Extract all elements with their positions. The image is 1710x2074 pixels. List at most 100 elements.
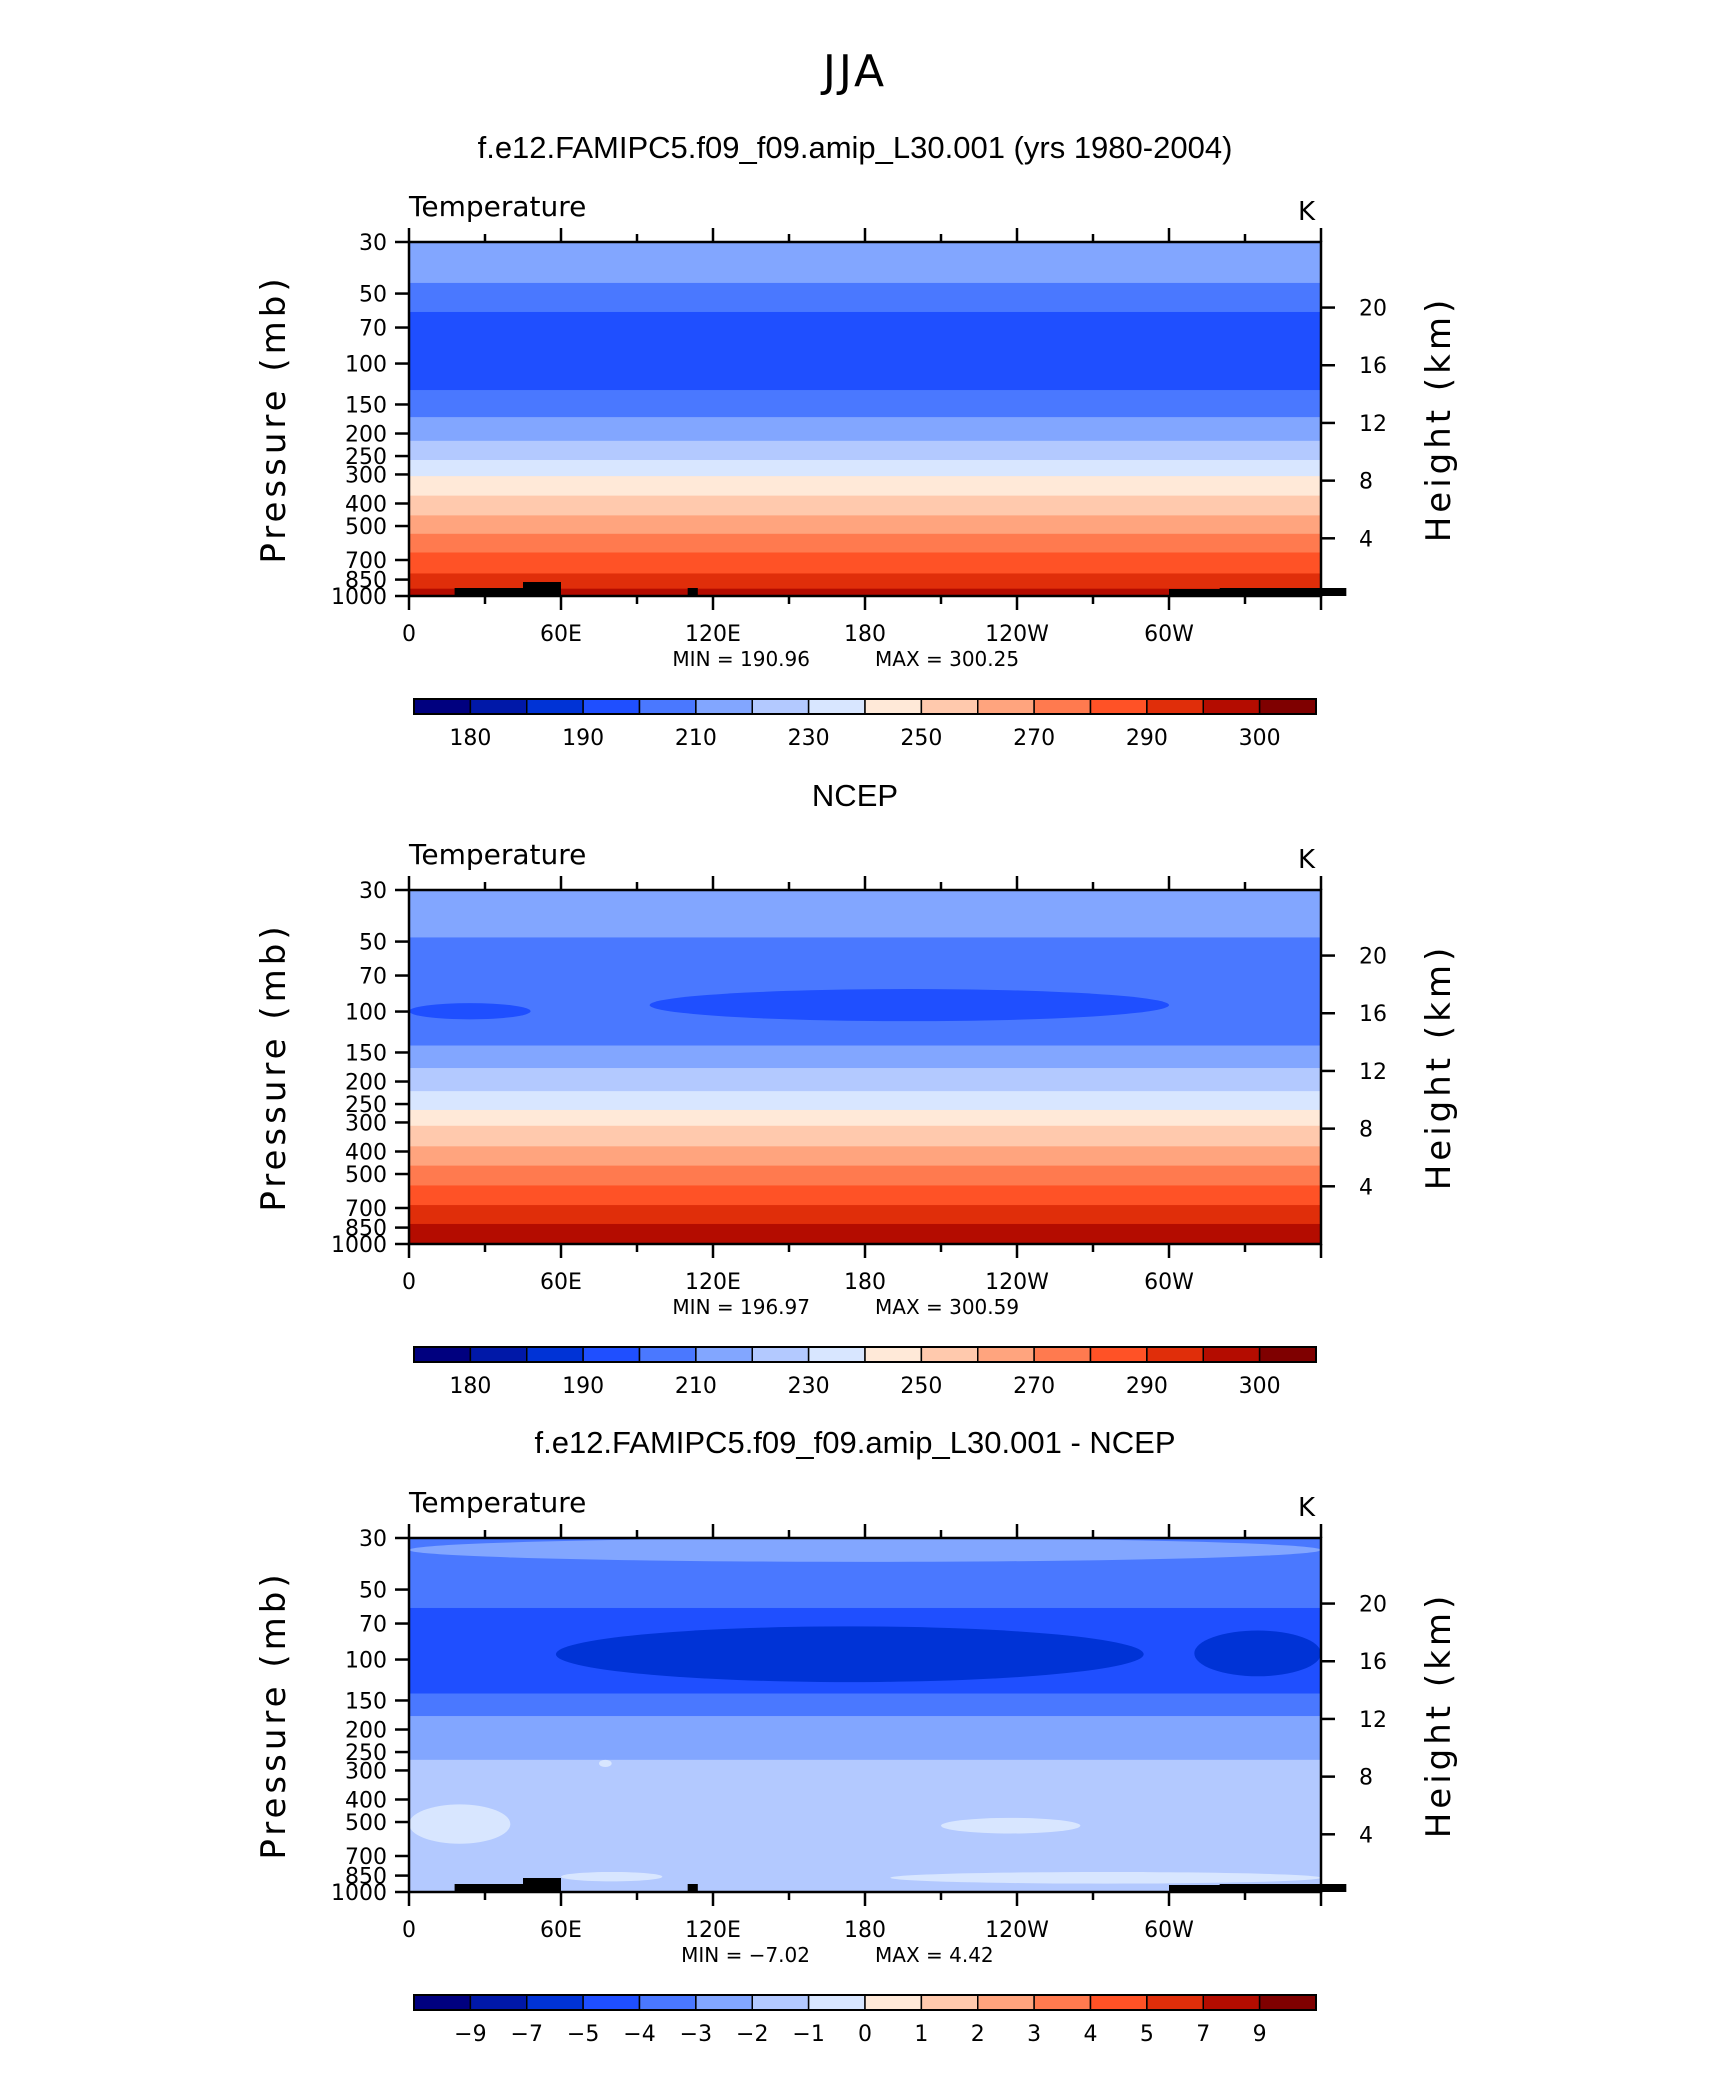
x-tick-label: 60E (540, 622, 582, 647)
colorbar-label: 300 (1239, 1374, 1281, 1399)
colorbar-frame (413, 1346, 1317, 1363)
y-right-tick-label: 8 (1359, 1118, 1373, 1143)
colorbar-box (695, 1994, 753, 2011)
colorbar-box (920, 698, 979, 715)
y-tick-label: 150 (345, 1689, 387, 1714)
colorbar-box (526, 1346, 584, 1363)
colorbar-box (469, 1346, 528, 1363)
contour-band (409, 390, 1321, 418)
y-right-tick-label: 4 (1359, 527, 1373, 552)
x-tick-label: 0 (402, 622, 416, 647)
colorbar-box (807, 1994, 866, 2011)
contour-band (409, 1693, 1321, 1717)
colorbar-label: 230 (788, 726, 830, 751)
contour-band (409, 1045, 1321, 1069)
colorbar-label: 210 (675, 1374, 717, 1399)
colorbar-label: −1 (792, 2022, 824, 2047)
x-tick-label: 120W (985, 622, 1049, 647)
x-tick-label: 120W (985, 1270, 1049, 1295)
y-tick-label: 250 (345, 1741, 387, 1766)
contour-band (409, 1716, 1321, 1761)
contour-band (409, 242, 1321, 284)
y-tick-label: 850 (345, 1217, 387, 1242)
contour-band (409, 1125, 1321, 1147)
colorbar-label: −7 (511, 2022, 543, 2047)
terrain-mask (1169, 589, 1271, 596)
y-tick-label: 500 (345, 515, 387, 540)
contour-blob (555, 1626, 1144, 1683)
y-tick-label: 200 (345, 423, 387, 448)
colorbar-box (582, 1994, 641, 2011)
colorbar-box (695, 698, 753, 715)
terrain-mask (1169, 1885, 1271, 1892)
y-right-tick-label: 12 (1359, 412, 1387, 437)
contour-band (409, 440, 1321, 461)
colorbar-box (1202, 698, 1261, 715)
colorbar-box (977, 698, 1035, 715)
panel-1 (395, 228, 1347, 715)
contour-band (409, 588, 1321, 597)
y-tick-label: 70 (359, 965, 387, 990)
terrain-mask (479, 1884, 556, 1892)
x-tick-label: 120E (685, 1918, 741, 1943)
y-tick-label: 1000 (331, 1881, 387, 1906)
x-tick-label: 0 (402, 1918, 416, 1943)
y-tick-label: 850 (345, 569, 387, 594)
y-tick-label: 30 (359, 879, 387, 904)
y-tick-label: 1000 (331, 1233, 387, 1258)
colorbar-frame (413, 1994, 1317, 2011)
colorbar-box (864, 1994, 923, 2011)
contour-band (409, 533, 1321, 554)
contour-blob (409, 1804, 511, 1844)
y-tick-label: 50 (359, 931, 387, 956)
colorbar-box (526, 698, 584, 715)
max-value-label: MAX = 300.25 (875, 647, 1019, 671)
y-right-axis-label: Height (km) (1419, 296, 1459, 543)
contour-band (409, 1185, 1321, 1206)
y-right-tick-label: 8 (1359, 470, 1373, 495)
colorbar-label: 7 (1196, 2022, 1210, 2047)
colorbar-label: −2 (736, 2022, 768, 2047)
colorbar-box (751, 1994, 810, 2011)
y-tick-label: 30 (359, 1527, 387, 1552)
y-tick-label: 400 (345, 1788, 387, 1813)
colorbar-label: −4 (623, 2022, 655, 2047)
y-tick-label: 70 (359, 1613, 387, 1638)
colorbar-box (1258, 698, 1317, 715)
y-tick-label: 200 (345, 1071, 387, 1096)
terrain-mask (687, 1884, 698, 1892)
y-right-tick-label: 8 (1359, 1766, 1373, 1791)
colorbar-label: −5 (567, 2022, 599, 2047)
colorbar-box (1089, 698, 1148, 715)
colorbar-box (1202, 1994, 1261, 2011)
y-tick-label: 400 (345, 1140, 387, 1165)
x-tick-label: 120W (985, 1918, 1049, 1943)
colorbar-box (1033, 698, 1092, 715)
contour-band (409, 552, 1321, 575)
colorbar-box (638, 1994, 697, 2011)
contour-band (409, 1109, 1321, 1127)
y-tick-label: 100 (345, 1649, 387, 1674)
x-tick-label: 120E (685, 1270, 741, 1295)
colorbar-box (920, 1994, 979, 2011)
colorbar-box (638, 698, 697, 715)
colorbar-label: 230 (788, 1374, 830, 1399)
y-tick-label: 700 (345, 1845, 387, 1870)
colorbar-label: 300 (1239, 726, 1281, 751)
colorbar-label: 2 (971, 2022, 985, 2047)
panel-2 (395, 876, 1335, 1363)
colorbar-box (413, 1346, 472, 1363)
x-tick-label: 120E (685, 622, 741, 647)
colorbar-label: 0 (858, 2022, 872, 2047)
colorbar-box (1146, 698, 1204, 715)
colorbar-box (977, 1994, 1035, 2011)
colorbar-label: 180 (449, 726, 491, 751)
min-value-label: MIN = 190.96 (672, 647, 810, 671)
colorbar-box (1146, 1346, 1204, 1363)
field-name-label: Temperature (408, 838, 586, 871)
y-tick-label: 150 (345, 1041, 387, 1066)
max-value-label: MAX = 4.42 (875, 1943, 994, 1967)
colorbar-label: 9 (1253, 2022, 1267, 2047)
units-label: K (1298, 1493, 1316, 1523)
